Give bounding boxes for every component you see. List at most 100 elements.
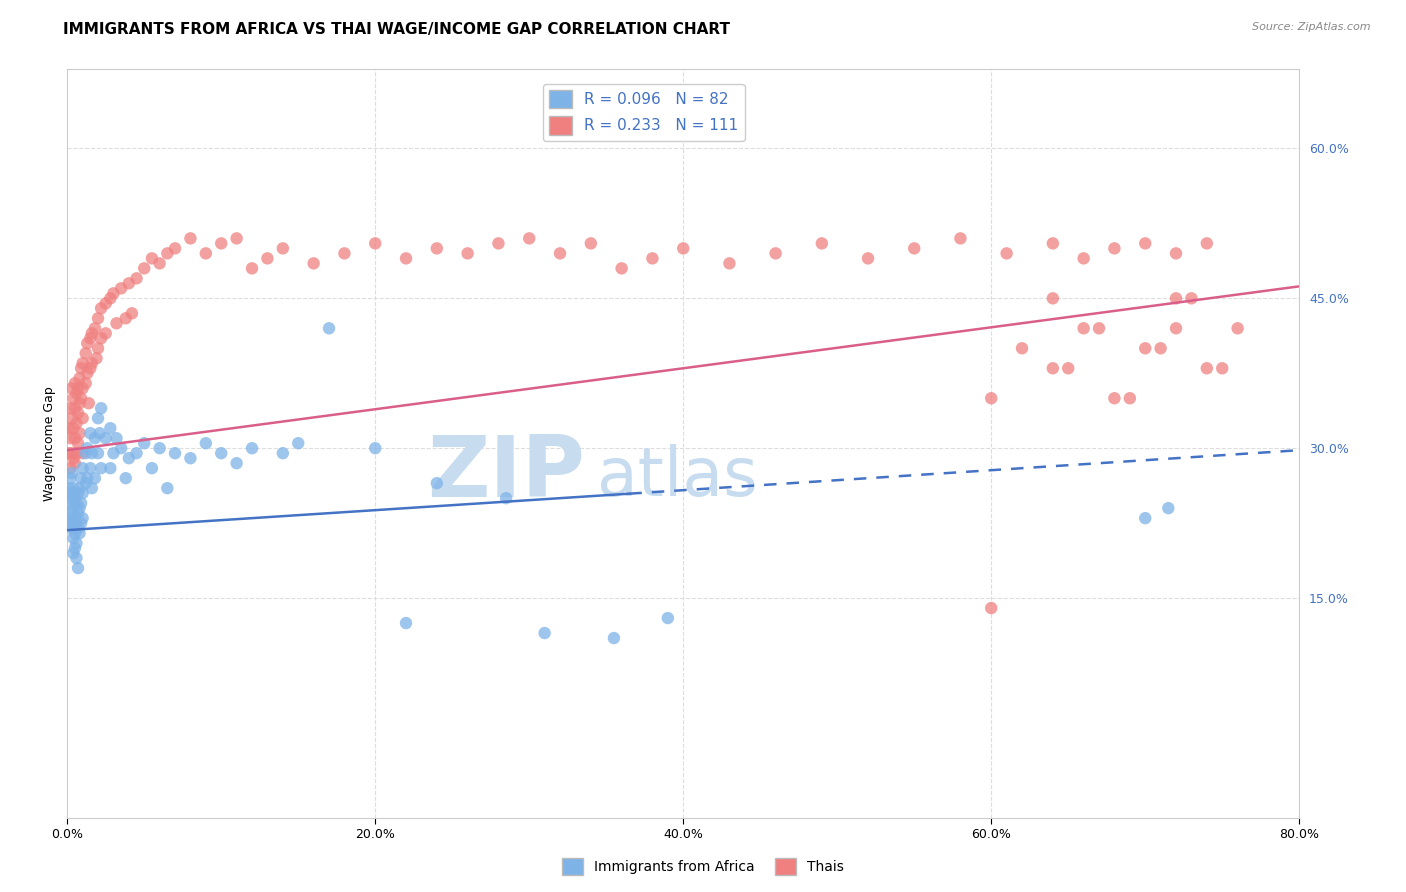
Point <box>58 481 80 495</box>
Point <box>856 252 879 266</box>
Point <box>94 431 117 445</box>
Point <box>69 501 91 516</box>
Point <box>70 471 93 485</box>
Point <box>72 411 94 425</box>
Point <box>1195 361 1218 376</box>
Point <box>90 301 112 316</box>
Point <box>90 331 112 345</box>
Point <box>364 441 387 455</box>
Point <box>66 436 89 450</box>
Point <box>75 376 97 391</box>
Point <box>121 306 143 320</box>
Point <box>87 446 110 460</box>
Point <box>69 526 91 541</box>
Point <box>657 611 679 625</box>
Point <box>90 401 112 416</box>
Point <box>1042 361 1064 376</box>
Point <box>70 496 93 510</box>
Point <box>59 491 82 505</box>
Point <box>1164 246 1187 260</box>
Point <box>80 481 103 495</box>
Point <box>69 371 91 385</box>
Point <box>271 241 294 255</box>
Point <box>209 236 232 251</box>
Point <box>63 541 86 555</box>
Point <box>134 261 156 276</box>
Point <box>1211 361 1233 376</box>
Point <box>517 231 540 245</box>
Point <box>70 391 93 405</box>
Point <box>65 386 87 401</box>
Text: ZIP: ZIP <box>427 432 585 515</box>
Point <box>79 426 101 441</box>
Point <box>58 446 80 460</box>
Point <box>179 451 201 466</box>
Point <box>1011 341 1033 355</box>
Point <box>240 261 263 276</box>
Point <box>80 446 103 460</box>
Point <box>80 356 103 370</box>
Point <box>125 271 148 285</box>
Point <box>194 246 217 260</box>
Point <box>90 461 112 475</box>
Point <box>59 401 82 416</box>
Point <box>1088 321 1111 335</box>
Point <box>60 466 83 480</box>
Point <box>333 246 356 260</box>
Point <box>179 231 201 245</box>
Point <box>1226 321 1249 335</box>
Point <box>1149 341 1171 355</box>
Point <box>75 446 97 460</box>
Point <box>62 516 84 530</box>
Point <box>63 511 86 525</box>
Point <box>1195 236 1218 251</box>
Legend: R = 0.096   N = 82, R = 0.233   N = 111: R = 0.096 N = 82, R = 0.233 N = 111 <box>543 84 745 141</box>
Point <box>1180 291 1202 305</box>
Point <box>98 421 121 435</box>
Point <box>76 471 98 485</box>
Point <box>72 461 94 475</box>
Point <box>980 391 1002 405</box>
Point <box>287 436 309 450</box>
Point <box>163 241 186 255</box>
Point <box>98 461 121 475</box>
Point <box>80 326 103 341</box>
Point <box>94 326 117 341</box>
Point <box>395 616 418 631</box>
Point <box>225 456 247 470</box>
Point <box>63 491 86 505</box>
Point <box>156 481 179 495</box>
Point <box>1135 236 1157 251</box>
Point <box>1073 252 1095 266</box>
Point <box>125 446 148 460</box>
Point <box>60 521 83 535</box>
Point <box>59 516 82 530</box>
Point <box>488 236 510 251</box>
Point <box>72 381 94 395</box>
Point <box>89 426 111 441</box>
Point <box>79 331 101 345</box>
Point <box>65 516 87 530</box>
Point <box>141 252 163 266</box>
Point <box>66 381 89 395</box>
Point <box>58 511 80 525</box>
Point <box>105 431 128 445</box>
Point <box>72 356 94 370</box>
Point <box>75 346 97 360</box>
Point <box>240 441 263 455</box>
Point <box>1164 321 1187 335</box>
Point <box>426 476 449 491</box>
Point <box>118 451 141 466</box>
Point <box>72 446 94 460</box>
Point <box>364 236 387 251</box>
Point <box>66 521 89 535</box>
Point <box>62 391 84 405</box>
Point <box>66 486 89 500</box>
Point <box>62 421 84 435</box>
Point <box>63 456 86 470</box>
Point <box>66 561 89 575</box>
Point <box>765 246 787 260</box>
Point <box>603 631 626 645</box>
Point <box>149 441 172 455</box>
Point <box>76 336 98 351</box>
